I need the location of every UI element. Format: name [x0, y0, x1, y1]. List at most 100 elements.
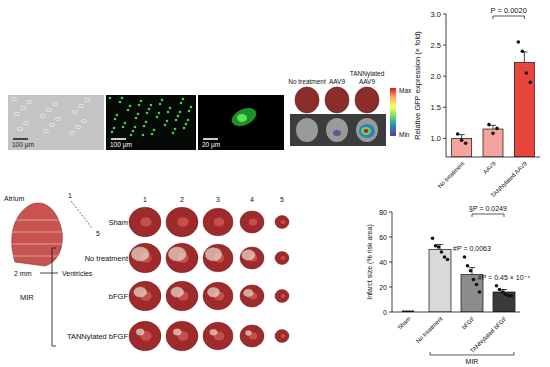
signal: [361, 127, 371, 135]
label-line: No treatment: [288, 78, 326, 85]
heart-slice: [275, 330, 289, 343]
x-tick-label: bFGF: [461, 315, 476, 330]
y-tick-label: 1.0: [431, 134, 441, 143]
slice-number: 2: [180, 196, 184, 203]
heart-lumen: [140, 217, 151, 227]
slice-first-label: 1: [68, 192, 72, 199]
bar: [429, 250, 451, 313]
heart-slice: [203, 322, 233, 350]
y-tick-label: 1.5: [431, 103, 441, 112]
significance-label: #P = 0.0063: [453, 245, 491, 252]
slice-line: [12, 220, 63, 221]
y-axis-title: Relative GFP expression (× fold): [413, 31, 422, 140]
heart-lumen: [281, 256, 286, 260]
slice-arrow: [71, 201, 92, 228]
cell: [161, 99, 164, 102]
label-line: AAV9: [329, 78, 346, 85]
y-tick-label: 3.0: [431, 10, 441, 19]
thickness-bar: [40, 273, 58, 274]
infarct-area: [210, 329, 218, 335]
heart-slice: [275, 252, 289, 265]
micrograph: [106, 95, 196, 150]
cell: [150, 104, 153, 107]
significance-bracket: [472, 214, 504, 217]
y-tick: [389, 212, 392, 213]
cell: [146, 112, 149, 115]
figure: 100 μm100 μm20 μmNo treatmentAAV9TANNyla…: [0, 0, 550, 367]
heart-slice: [166, 207, 198, 236]
cell: [159, 103, 162, 106]
significance-bracket: [493, 16, 524, 19]
data-point: [495, 284, 499, 288]
cell: [229, 104, 259, 129]
infarct-area: [208, 287, 220, 297]
cell: [79, 104, 84, 107]
heart-lumen: [249, 218, 257, 225]
data-point: [469, 269, 473, 273]
ventricles-label: Ventricles: [62, 270, 93, 277]
heart-slice: [203, 208, 233, 236]
infarct-area: [168, 247, 186, 261]
cell: [166, 120, 169, 123]
cell: [180, 102, 183, 105]
infarct-area: [205, 248, 222, 261]
cell: [185, 123, 188, 126]
cell: [121, 97, 124, 100]
cell: [188, 110, 191, 113]
group-label: AAV9: [329, 78, 346, 85]
y-tick-label: 2.5: [431, 41, 441, 50]
heart-lumen: [177, 217, 188, 227]
y-tick-label: 0: [383, 309, 387, 316]
data-point: [456, 132, 460, 136]
infarct-area: [131, 247, 149, 261]
data-point: [446, 258, 450, 262]
cell: [164, 124, 167, 127]
color-bar-max: Max: [399, 87, 412, 94]
x-axis: [446, 157, 540, 158]
cell: [116, 114, 119, 117]
heart-photo: [325, 87, 349, 113]
bar: [514, 62, 534, 157]
heart-slice: [203, 282, 233, 310]
group-label: No treatment: [85, 254, 129, 263]
infarct-area: [173, 329, 181, 335]
cell: [172, 132, 175, 135]
cell: [134, 126, 137, 129]
infarct-area: [242, 250, 255, 261]
infarct-area: [245, 331, 251, 336]
bar: [483, 129, 503, 157]
cell: [129, 105, 132, 108]
heart-slice: [240, 247, 264, 269]
group-label: bFGF: [109, 292, 129, 301]
data-point: [463, 255, 467, 259]
y-axis-title: Infarct size (% risk area): [366, 224, 374, 299]
cell: [21, 106, 26, 109]
significance-label: §P = 0.0249: [469, 205, 507, 212]
data-point: [491, 132, 495, 136]
heart-slice: [275, 290, 289, 303]
cell: [82, 119, 87, 122]
error-bar: [437, 245, 443, 250]
color-bar: [390, 88, 396, 136]
label-line: TANNylated: [350, 70, 385, 78]
heart-fluorescence: [296, 118, 318, 142]
error-bar: [521, 52, 527, 63]
group-label: No treatment: [288, 78, 326, 85]
y-tick: [443, 45, 446, 46]
group-label: MIR: [20, 293, 34, 302]
signal: [359, 124, 375, 138]
cell: [122, 126, 125, 129]
y-axis: [446, 14, 447, 157]
heart-slice: [203, 244, 233, 272]
y-tick: [389, 237, 392, 238]
error-bar: [459, 135, 465, 139]
color-bar-min: Min: [399, 131, 410, 138]
cell: [111, 131, 114, 134]
cell: [153, 129, 156, 132]
cell: [24, 121, 29, 124]
cell: [124, 122, 127, 125]
y-tick: [443, 76, 446, 77]
slice-number: 3: [216, 196, 220, 203]
signal: [364, 129, 369, 133]
cell: [119, 101, 122, 104]
